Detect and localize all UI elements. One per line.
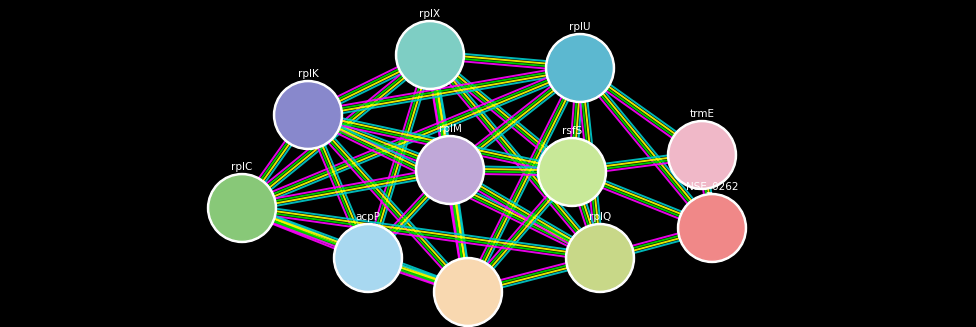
Circle shape — [210, 176, 274, 240]
Circle shape — [276, 83, 340, 147]
Circle shape — [670, 123, 734, 187]
Circle shape — [538, 137, 606, 206]
Circle shape — [680, 196, 744, 260]
Circle shape — [565, 223, 634, 292]
Circle shape — [546, 33, 615, 102]
Circle shape — [398, 23, 462, 87]
Text: rplU: rplU — [569, 22, 590, 32]
Circle shape — [548, 36, 612, 100]
Circle shape — [395, 21, 465, 90]
Circle shape — [436, 260, 500, 324]
Text: trmE: trmE — [689, 109, 714, 119]
Circle shape — [418, 138, 482, 202]
Circle shape — [433, 257, 503, 326]
Text: acpP: acpP — [355, 212, 381, 222]
Text: rplQ: rplQ — [589, 212, 611, 222]
Circle shape — [568, 226, 632, 290]
Circle shape — [677, 194, 747, 263]
Circle shape — [668, 121, 737, 190]
Circle shape — [540, 140, 604, 204]
Text: rsfS: rsfS — [562, 126, 582, 136]
Text: NSE_0262: NSE_0262 — [686, 181, 738, 192]
Text: rplC: rplC — [231, 162, 253, 172]
Circle shape — [416, 135, 484, 204]
Circle shape — [334, 223, 402, 292]
Circle shape — [208, 174, 276, 243]
Circle shape — [273, 80, 343, 149]
Text: rplX: rplX — [420, 9, 440, 19]
Circle shape — [336, 226, 400, 290]
Text: rplK: rplK — [298, 69, 318, 79]
Text: rplM: rplM — [438, 124, 462, 134]
